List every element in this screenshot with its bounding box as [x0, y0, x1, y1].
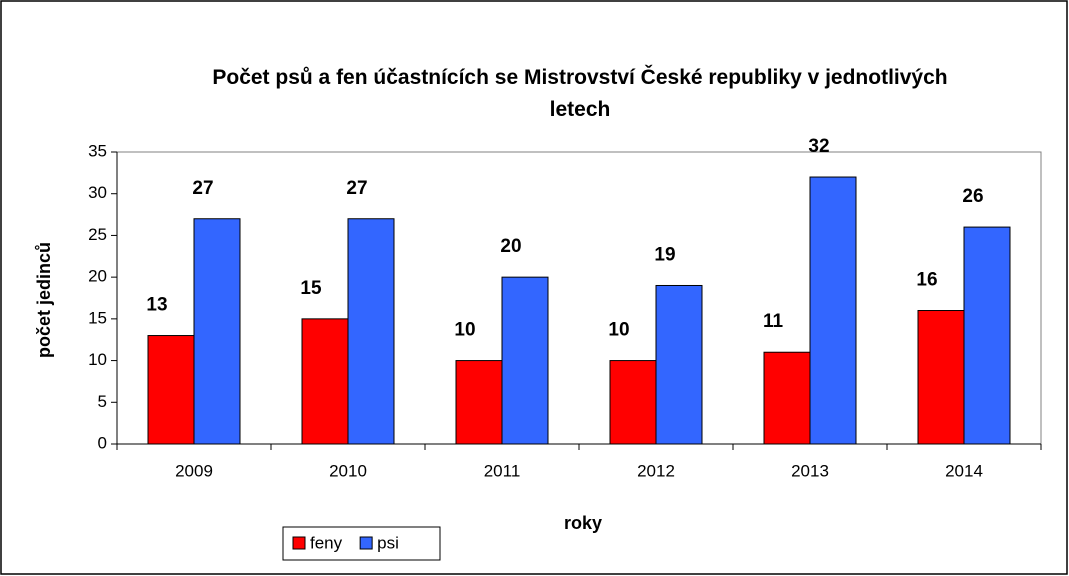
- y-tick-label: 30: [88, 183, 107, 202]
- bar: [193, 218, 241, 445]
- bar: [455, 360, 503, 445]
- y-tick-label: 25: [88, 225, 107, 244]
- bar: [609, 360, 657, 445]
- bar: [501, 276, 549, 445]
- value-label: 26: [962, 186, 983, 207]
- chart-title: Počet psů a fen účastnících se Mistrovst…: [212, 66, 948, 121]
- value-label: 27: [346, 178, 367, 199]
- value-label: 15: [300, 278, 322, 299]
- value-label: 20: [500, 236, 521, 257]
- bar: [963, 226, 1011, 445]
- value-label: 11: [763, 311, 784, 332]
- y-tick-label: 35: [88, 141, 107, 160]
- legend-label: feny: [310, 533, 343, 552]
- bar: [809, 176, 857, 445]
- x-tick-label: 2011: [484, 461, 521, 480]
- bar: [347, 218, 395, 445]
- bar: [655, 284, 703, 445]
- bar: [763, 351, 811, 445]
- y-tick-label: 0: [98, 433, 107, 452]
- value-label: 27: [192, 178, 213, 199]
- bar: [917, 310, 965, 445]
- bar: [301, 318, 349, 445]
- plot-area: [116, 151, 1042, 445]
- value-label: 16: [916, 270, 937, 291]
- legend-swatch: [359, 536, 373, 550]
- value-label: 32: [808, 136, 829, 157]
- value-label: 10: [454, 320, 475, 341]
- legend-label: psi: [377, 533, 399, 552]
- y-tick-label: 15: [88, 308, 107, 327]
- x-tick-label: 2013: [791, 461, 829, 480]
- legend-swatch: [292, 536, 306, 550]
- y-axis-label: počet jedinců: [34, 242, 54, 358]
- x-tick-label: 2010: [329, 461, 367, 480]
- value-label: 13: [146, 295, 167, 316]
- value-label: 19: [654, 245, 675, 266]
- bar: [147, 335, 195, 445]
- y-tick-label: 5: [98, 392, 107, 411]
- value-label: 10: [608, 320, 629, 341]
- x-tick-label: 2012: [637, 461, 675, 480]
- x-tick-label: 2009: [175, 461, 213, 480]
- x-axis-label: roky: [564, 513, 602, 533]
- y-tick-label: 20: [88, 267, 107, 286]
- y-tick-label: 10: [88, 350, 107, 369]
- x-tick-label: 2014: [945, 461, 983, 480]
